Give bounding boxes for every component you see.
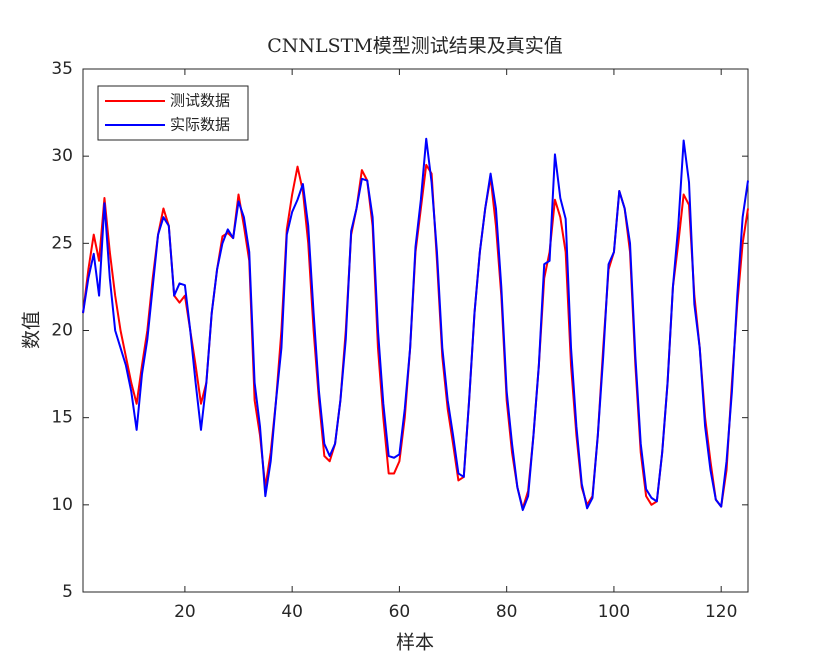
x-tick-label: 100 — [598, 602, 630, 622]
y-tick-label: 10 — [51, 495, 73, 515]
legend-box — [97, 85, 249, 141]
y-tick-label: 25 — [51, 233, 73, 253]
y-axis-label: 数值 — [21, 311, 43, 349]
y-tick-label: 30 — [51, 146, 73, 166]
series-line — [82, 137, 749, 512]
y-tick-label: 35 — [51, 59, 73, 79]
legend-label: 实际数据 — [170, 116, 230, 134]
plot-area — [82, 68, 749, 593]
x-tick-label: 20 — [174, 602, 196, 622]
series-line — [82, 163, 749, 510]
x-tick-label: 40 — [281, 602, 303, 622]
y-tick-label: 20 — [51, 321, 73, 341]
x-tick-label: 120 — [705, 602, 737, 622]
x-axis-label: 样本 — [396, 632, 434, 654]
x-tick-label: 60 — [389, 602, 411, 622]
legend-label: 测试数据 — [170, 92, 230, 110]
chart-title: CNNLSTM模型测试结果及真实值 — [267, 35, 563, 57]
x-tick-label: 80 — [496, 602, 518, 622]
y-tick-label: 15 — [51, 408, 73, 428]
y-tick-label: 5 — [62, 582, 73, 602]
